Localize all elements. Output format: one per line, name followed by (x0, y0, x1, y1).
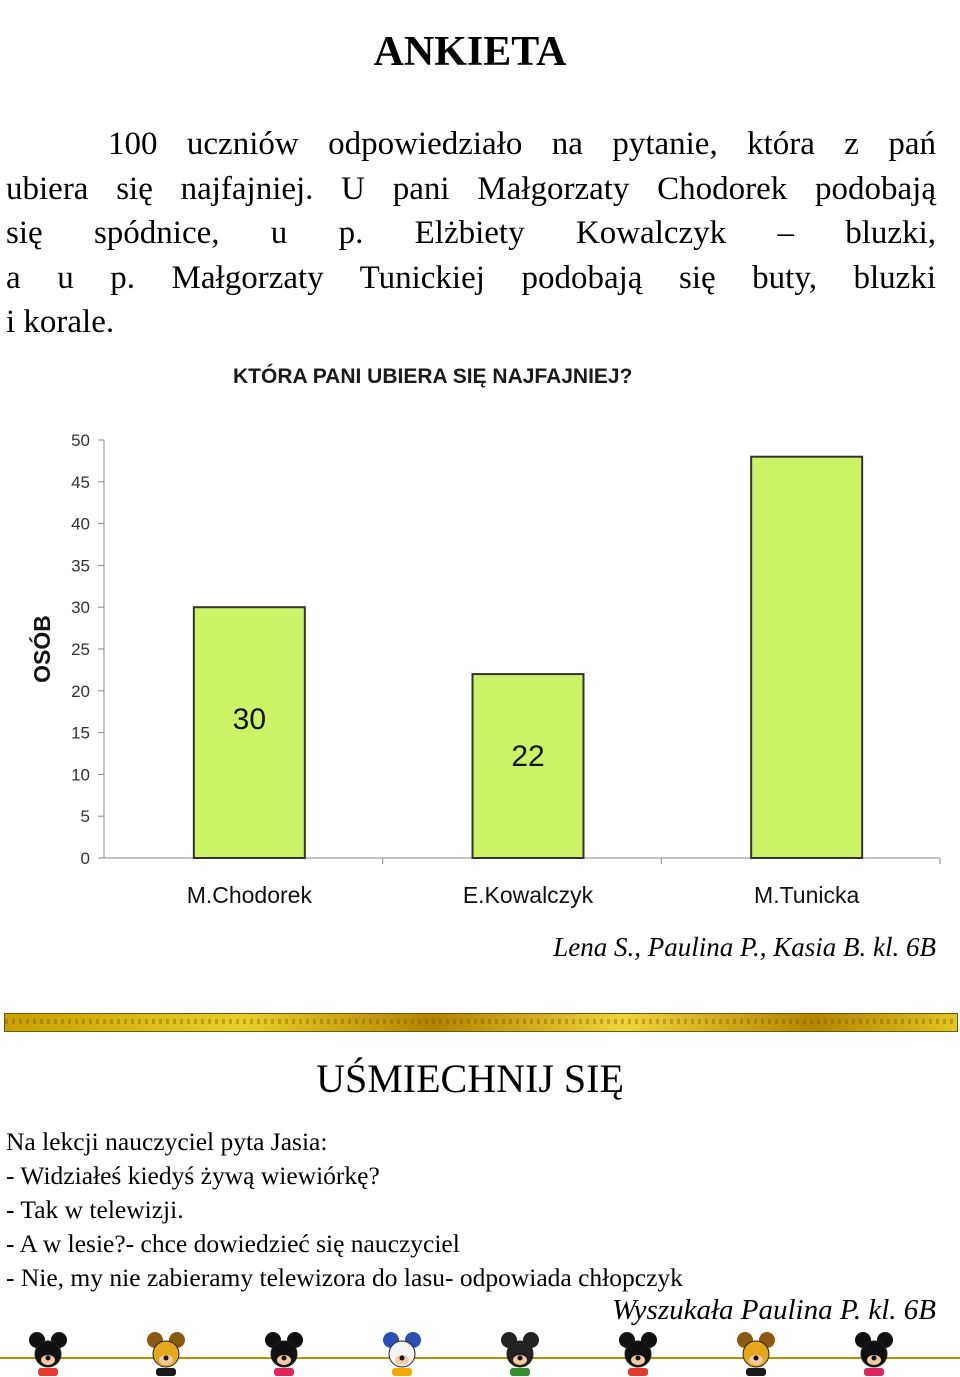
mickey-icon (29, 1332, 67, 1376)
y-tick-label: 50 (71, 431, 90, 450)
y-tick-label: 5 (81, 807, 90, 826)
bar-data-label: 22 (511, 740, 544, 773)
page-title: ANKIETA (373, 29, 567, 75)
mickey-icon (619, 1332, 657, 1376)
y-tick-label: 20 (71, 682, 90, 701)
joke-author: Wyszukała Paulina P. kl. 6B (612, 1294, 936, 1326)
pluto-icon (147, 1332, 185, 1376)
paragraph-line: a u p. Małgorzaty Tunickiej podobają się… (6, 259, 936, 296)
paragraph-line: i korale. (6, 304, 115, 340)
top-divider (4, 1013, 958, 1032)
article-paragraph: 100 uczniów odpowiedziało na pytanie, kt… (6, 122, 936, 345)
y-tick-label: 10 (71, 765, 90, 784)
joke-title: UŚMIECHNIJ SIĘ (316, 1056, 624, 1101)
minnie-icon (855, 1332, 893, 1376)
y-tick-label: 30 (71, 598, 90, 617)
goofy-icon (501, 1332, 539, 1376)
joke-line: - Tak w telewizji. (6, 1195, 184, 1224)
chart-title: KTÓRA PANI UBIERA SIĘ NAJFAJNIEJ? (233, 365, 633, 388)
minnie-icon (265, 1332, 303, 1376)
article-signature: Lena S., Paulina P., Kasia B. kl. 6B (553, 932, 936, 962)
y-tick-label: 15 (71, 724, 90, 743)
bar (750, 455, 864, 859)
joke-text: Na lekcji nauczyciel pyta Jasia: - Widzi… (6, 1125, 683, 1295)
joke-line: Na lekcji nauczyciel pyta Jasia: (6, 1127, 328, 1156)
paragraph-line: 100 uczniów odpowiedziało na pytanie, kt… (108, 126, 936, 162)
y-tick-label: 40 (71, 515, 90, 534)
y-axis-title: OSÓB (28, 615, 55, 683)
pluto-icon (737, 1332, 775, 1376)
x-category-label: E.Kowalczyk (463, 882, 594, 908)
y-tick-label: 35 (71, 556, 90, 575)
bar-chart: 0 5 10 15 20 25 30 35 40 45 50 OSÓB 30 M.Chodorek 22 E.… (28, 431, 941, 908)
x-category-label: M.Chodorek (187, 882, 313, 908)
bar (192, 606, 306, 860)
x-category-label: M.Tunicka (754, 882, 859, 908)
bar-data-label: 30 (233, 703, 266, 736)
joke-line: - Widziałeś kiedyś żywą wiewiórkę? (6, 1161, 380, 1190)
y-tick-label: 0 (81, 849, 90, 868)
paragraph-line: ubiera się najfajniej. U pani Małgorzaty… (6, 170, 936, 207)
y-tick-label: 25 (71, 640, 90, 659)
paragraph-line: się spódnice, u p. Elżbiety Kowalczyk – … (6, 215, 936, 251)
donald-icon (383, 1332, 421, 1376)
joke-line: - Nie, my nie zabieramy telewizora do la… (6, 1263, 683, 1292)
joke-line: - A w lesie?- chce dowiedzieć się nauczy… (6, 1229, 460, 1258)
cartoon-border (0, 1332, 960, 1376)
y-tick-label: 45 (71, 473, 90, 492)
bar (471, 673, 585, 860)
